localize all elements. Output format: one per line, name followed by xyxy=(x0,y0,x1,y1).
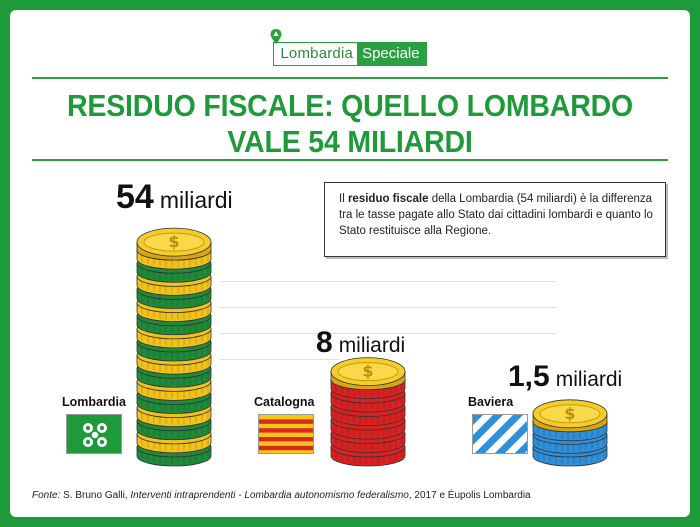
title-line-2: VALE 54 MILIARDI xyxy=(227,124,473,159)
flag-catalogna-icon xyxy=(258,414,314,454)
top-coin-dollar-icon: $ xyxy=(330,357,406,391)
info-text-post: della Lombardia (54 miliardi) è la diffe… xyxy=(339,193,653,237)
svg-text:$: $ xyxy=(362,362,373,381)
title-line-1: RESIDUO FISCALE: QUELLO LOMBARDO xyxy=(66,88,634,123)
infographic-card: Lombardia Speciale RESIDUO FISCALE: QUEL… xyxy=(10,10,690,517)
page-title: RESIDUO FISCALE: QUELLO LOMBARDO VALE 54… xyxy=(10,88,690,160)
category-label-lombardia: Lombardia xyxy=(62,395,126,409)
value-number-lombardia: 54 xyxy=(116,178,154,216)
grid-line xyxy=(220,281,556,282)
value-label-baviera: 1,5 miliardi xyxy=(508,360,622,394)
grid-line xyxy=(220,359,340,360)
flag-lombardia-icon xyxy=(66,414,122,454)
info-text-bold: residuo fiscale xyxy=(347,193,429,205)
grid-line xyxy=(220,333,556,334)
source-suffix: , 2017 e Éupolis Lombardia xyxy=(408,490,531,501)
coin-stack-baviera: $ xyxy=(532,399,608,467)
value-unit-catalogna: miliardi xyxy=(338,334,406,357)
value-unit-lombardia: miliardi xyxy=(159,187,233,213)
value-number-baviera: 1,5 xyxy=(508,360,550,393)
value-number-catalogna: 8 xyxy=(316,326,333,359)
top-coin-dollar-icon: $ xyxy=(532,399,608,433)
map-pin-icon xyxy=(270,29,282,44)
svg-text:$: $ xyxy=(564,404,575,423)
info-text-pre: Il xyxy=(339,193,348,205)
source-prefix: Fonte: xyxy=(32,490,61,501)
category-label-baviera: Baviera xyxy=(468,395,514,409)
info-box: Il residuo fiscale della Lombardia (54 m… xyxy=(324,182,666,257)
svg-text:$: $ xyxy=(168,232,179,251)
logo-text-lombardia: Lombardia xyxy=(280,45,354,62)
category-label-catalogna: Catalogna xyxy=(254,395,315,409)
coin-stack-catalogna: $ xyxy=(330,357,406,467)
top-coin-dollar-icon: $ xyxy=(136,227,212,261)
source-work: Interventi intraprendenti - Lombardia au… xyxy=(130,490,409,501)
source-note: Fonte: S. Bruno Galli, Interventi intrap… xyxy=(32,490,531,501)
source-author: S. Bruno Galli, xyxy=(60,490,131,501)
value-label-lombardia: 54 miliardi xyxy=(116,178,233,217)
logo-text-speciale: Speciale xyxy=(357,43,426,65)
top-divider xyxy=(32,77,668,79)
logo: Lombardia Speciale xyxy=(10,29,690,70)
coin-stack-lombardia: $ xyxy=(136,227,212,467)
value-unit-baviera: miliardi xyxy=(555,368,623,391)
grid-line xyxy=(220,307,556,308)
value-label-catalogna: 8 miliardi xyxy=(316,326,405,360)
bottom-divider xyxy=(32,159,668,161)
flag-baviera-icon xyxy=(472,414,528,454)
